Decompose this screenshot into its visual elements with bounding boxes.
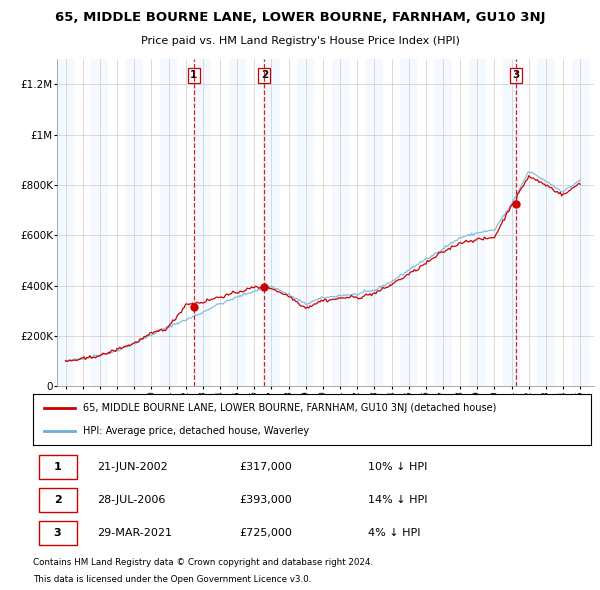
Text: Price paid vs. HM Land Registry's House Price Index (HPI): Price paid vs. HM Land Registry's House … (140, 36, 460, 46)
FancyBboxPatch shape (38, 454, 77, 479)
Text: This data is licensed under the Open Government Licence v3.0.: This data is licensed under the Open Gov… (33, 575, 311, 584)
Text: Contains HM Land Registry data © Crown copyright and database right 2024.: Contains HM Land Registry data © Crown c… (33, 558, 373, 567)
Text: £725,000: £725,000 (239, 528, 292, 538)
Bar (469, 59, 486, 386)
Bar (91, 59, 109, 386)
Bar (211, 59, 229, 386)
Bar (160, 59, 177, 386)
Bar (520, 59, 538, 386)
Text: £317,000: £317,000 (239, 462, 292, 472)
Bar (554, 59, 572, 386)
Text: 1: 1 (53, 462, 61, 472)
Text: £393,000: £393,000 (239, 495, 292, 505)
Bar (246, 59, 263, 386)
Text: 65, MIDDLE BOURNE LANE, LOWER BOURNE, FARNHAM, GU10 3NJ: 65, MIDDLE BOURNE LANE, LOWER BOURNE, FA… (55, 11, 545, 24)
FancyBboxPatch shape (38, 520, 77, 545)
Bar (229, 59, 246, 386)
Text: 29-MAR-2021: 29-MAR-2021 (97, 528, 172, 538)
Text: 2: 2 (53, 495, 61, 505)
Bar (503, 59, 520, 386)
Bar (417, 59, 434, 386)
Bar (177, 59, 194, 386)
Bar (109, 59, 125, 386)
Text: 21-JUN-2002: 21-JUN-2002 (97, 462, 168, 472)
Bar (538, 59, 554, 386)
Bar (74, 59, 91, 386)
Bar (383, 59, 400, 386)
Bar (452, 59, 469, 386)
Text: 4% ↓ HPI: 4% ↓ HPI (368, 528, 421, 538)
Bar (57, 59, 74, 386)
Text: 3: 3 (54, 528, 61, 538)
Text: 28-JUL-2006: 28-JUL-2006 (97, 495, 166, 505)
FancyBboxPatch shape (38, 487, 77, 512)
Text: 3: 3 (512, 70, 520, 80)
Bar (194, 59, 211, 386)
Bar (434, 59, 452, 386)
Bar (572, 59, 589, 386)
Text: 65, MIDDLE BOURNE LANE, LOWER BOURNE, FARNHAM, GU10 3NJ (detached house): 65, MIDDLE BOURNE LANE, LOWER BOURNE, FA… (83, 403, 497, 413)
Bar (332, 59, 349, 386)
Bar (486, 59, 503, 386)
Bar (125, 59, 143, 386)
Text: 1: 1 (190, 70, 197, 80)
Bar (366, 59, 383, 386)
Bar (349, 59, 366, 386)
Text: 14% ↓ HPI: 14% ↓ HPI (368, 495, 427, 505)
Text: 2: 2 (260, 70, 268, 80)
Bar (314, 59, 332, 386)
Bar (280, 59, 297, 386)
Text: HPI: Average price, detached house, Waverley: HPI: Average price, detached house, Wave… (83, 426, 310, 436)
Bar (297, 59, 314, 386)
Bar (143, 59, 160, 386)
Text: 10% ↓ HPI: 10% ↓ HPI (368, 462, 427, 472)
Bar (400, 59, 417, 386)
Bar (263, 59, 280, 386)
